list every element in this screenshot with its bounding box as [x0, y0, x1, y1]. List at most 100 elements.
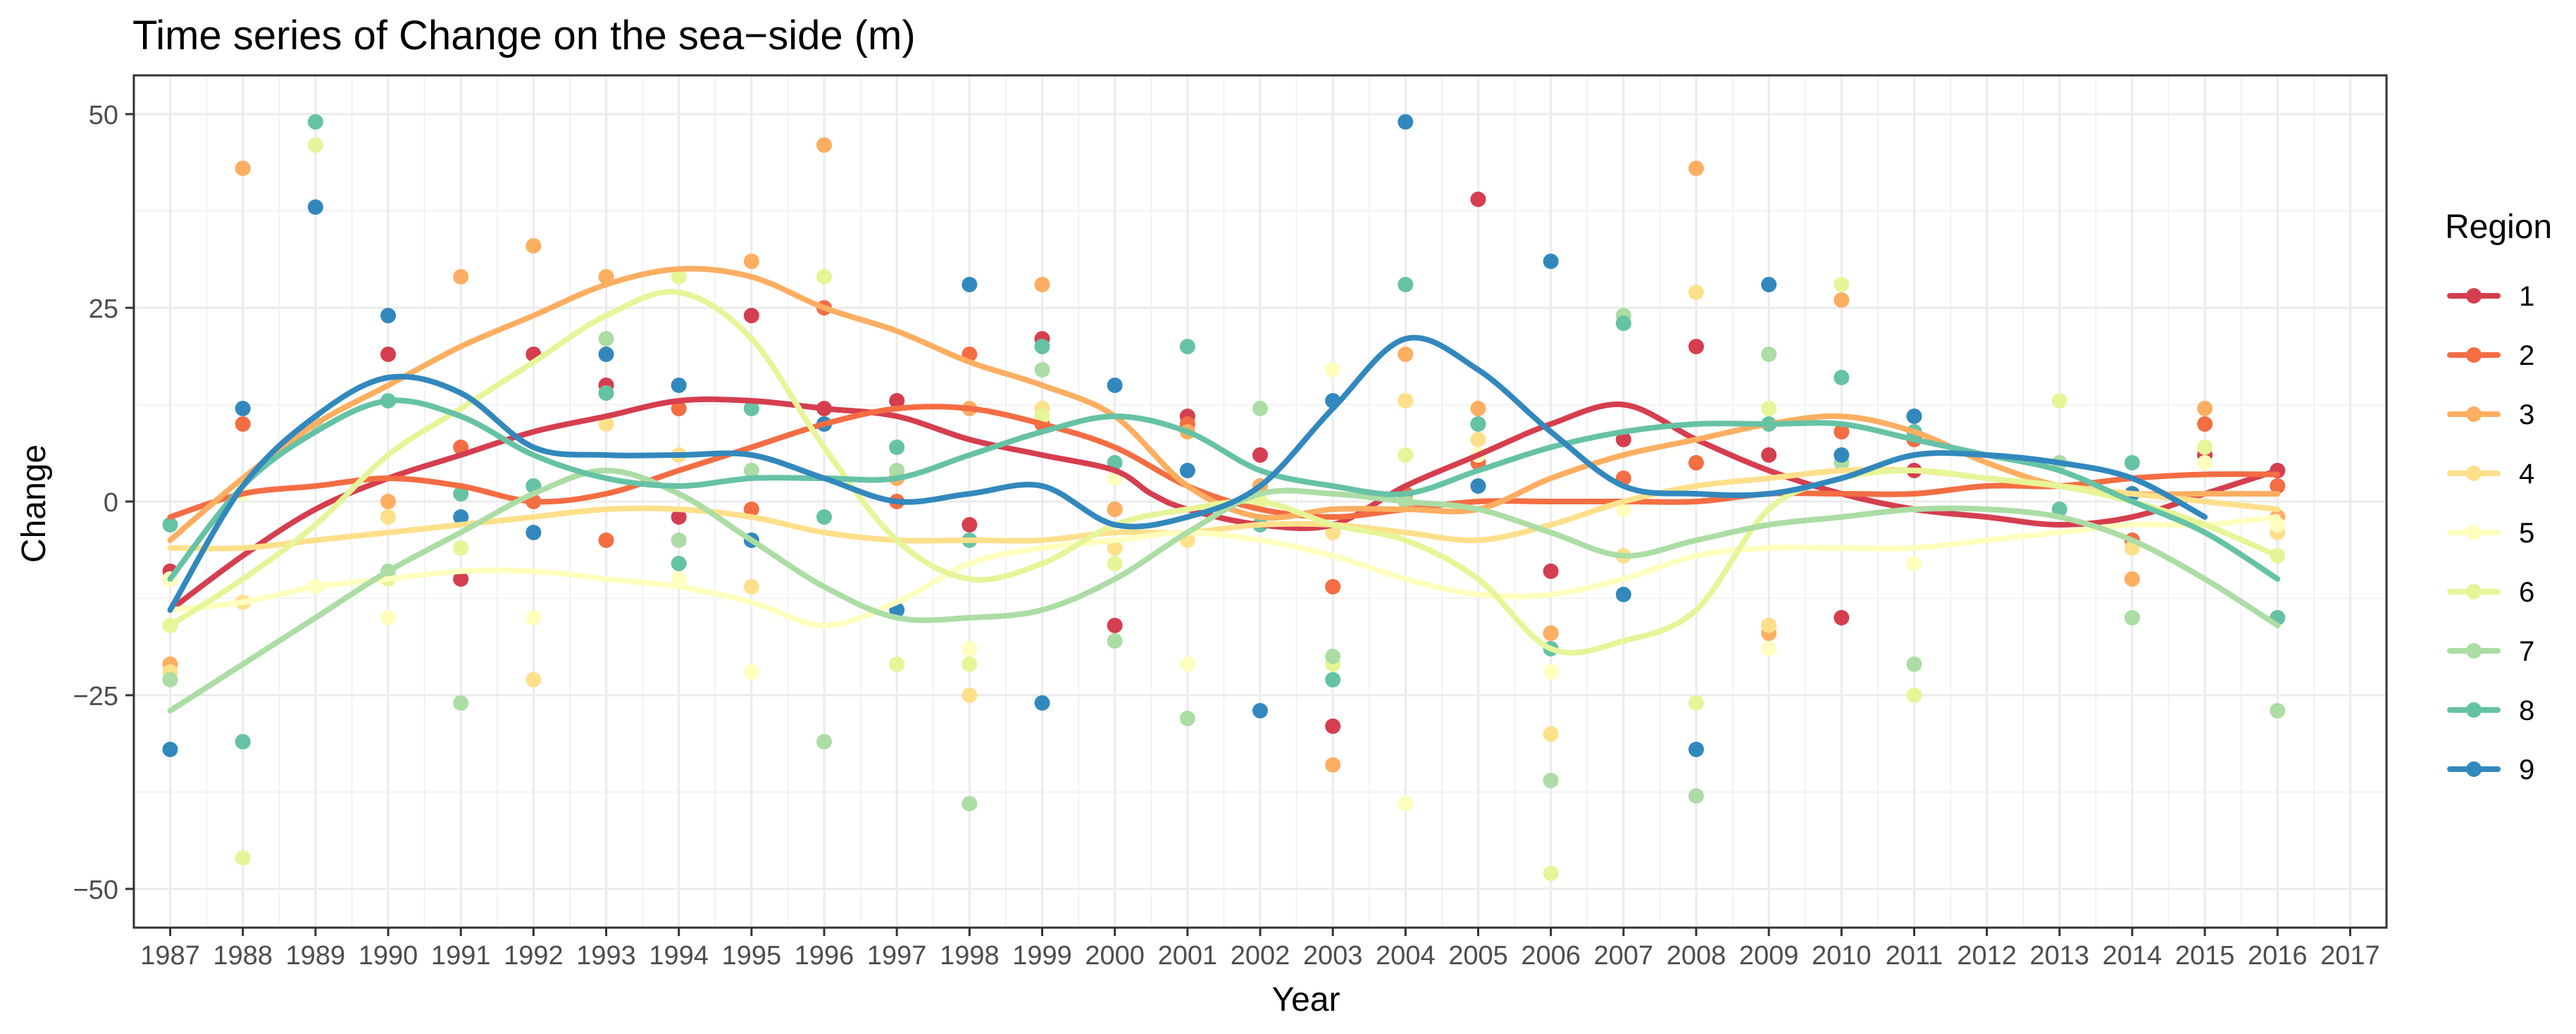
data-point-region-9 [1906, 409, 1922, 424]
data-point-region-3 [1034, 277, 1050, 292]
data-point-region-5 [2197, 455, 2213, 471]
data-point-region-6 [1398, 447, 1414, 463]
data-point-region-9 [1179, 463, 1195, 478]
data-point-region-1 [453, 571, 469, 587]
x-tick-label: 2017 [2320, 941, 2380, 971]
data-point-region-8 [1615, 316, 1631, 331]
data-point-region-7 [453, 695, 469, 711]
legend-key-point [2466, 525, 2482, 540]
data-point-region-9 [1688, 742, 1704, 757]
x-tick-label: 1992 [504, 941, 564, 971]
data-point-region-3 [1688, 161, 1704, 176]
y-tick-label: −25 [73, 682, 118, 711]
data-point-region-6 [1761, 401, 1777, 416]
data-point-region-1 [1615, 432, 1631, 447]
x-tick-label: 1991 [431, 941, 491, 971]
data-point-region-5 [2270, 517, 2286, 532]
data-point-region-6 [1543, 866, 1559, 881]
data-point-region-8 [1179, 339, 1195, 354]
legend-label: 6 [2519, 577, 2534, 608]
data-point-region-8 [671, 556, 687, 571]
data-point-region-5 [1179, 656, 1195, 672]
data-point-region-6 [307, 137, 323, 153]
data-point-region-8 [743, 401, 759, 416]
legend-key-point [2466, 406, 2482, 422]
data-point-region-7 [1688, 788, 1704, 804]
data-point-region-1 [380, 347, 397, 362]
y-tick-label: 25 [89, 294, 118, 324]
data-point-region-9 [671, 378, 687, 393]
data-point-region-5 [1761, 641, 1777, 656]
x-tick-label: 1995 [722, 941, 782, 971]
data-point-region-9 [1834, 447, 1850, 463]
data-point-region-3 [743, 254, 759, 269]
legend-title: Region [2445, 208, 2552, 246]
data-point-region-3 [1470, 401, 1486, 416]
data-point-region-5 [380, 610, 397, 625]
data-point-region-4 [1325, 525, 1341, 540]
data-point-region-3 [2124, 571, 2140, 587]
data-point-region-1 [1252, 447, 1268, 463]
data-point-region-7 [1325, 649, 1341, 664]
legend-label: 2 [2519, 340, 2534, 371]
data-point-region-9 [598, 347, 614, 362]
x-tick-label: 2008 [1667, 941, 1726, 971]
data-point-region-3 [453, 269, 469, 285]
x-tick-label: 1987 [140, 941, 200, 971]
x-tick-label: 1996 [795, 941, 854, 971]
legend-key-point [2466, 466, 2482, 481]
x-tick-label: 1989 [286, 941, 346, 971]
data-point-region-5 [1325, 362, 1341, 378]
legend-key-point [2466, 288, 2482, 304]
data-point-region-7 [889, 463, 905, 478]
data-point-region-6 [671, 269, 687, 285]
data-point-region-1 [1688, 339, 1704, 354]
data-point-region-6 [2051, 393, 2067, 409]
y-tick-label: −50 [73, 876, 118, 905]
legend-key-point [2466, 702, 2482, 718]
data-point-region-9 [235, 401, 251, 416]
data-point-region-5 [962, 641, 978, 656]
data-point-region-9 [162, 742, 178, 757]
data-point-region-7 [962, 796, 978, 811]
data-point-region-7 [1543, 773, 1559, 788]
data-point-region-9 [1034, 695, 1050, 711]
data-point-region-9 [307, 199, 323, 215]
x-tick-label: 2007 [1594, 941, 1654, 971]
data-point-region-5 [743, 664, 759, 680]
x-tick-label: 1997 [867, 941, 927, 971]
data-point-region-1 [1834, 610, 1850, 625]
legend-label: 9 [2519, 754, 2534, 785]
x-tick-label: 2003 [1303, 941, 1363, 971]
data-point-region-9 [1615, 587, 1631, 602]
legend-label: 3 [2519, 399, 2534, 430]
data-point-region-1 [889, 393, 905, 409]
legend-key-point [2466, 584, 2482, 599]
data-point-region-1 [1107, 618, 1123, 633]
data-point-region-3 [2197, 401, 2213, 416]
data-point-region-8 [2051, 502, 2067, 517]
x-axis-label: Year [1272, 981, 1340, 1019]
y-tick-label: 50 [89, 101, 118, 130]
x-tick-label: 2006 [1521, 941, 1581, 971]
data-point-region-9 [453, 509, 469, 525]
x-tick-label: 2013 [2030, 941, 2090, 971]
data-point-region-2 [2197, 416, 2213, 432]
data-point-region-2 [1325, 579, 1341, 594]
data-point-region-1 [962, 517, 978, 532]
data-point-region-9 [525, 525, 542, 540]
x-tick-label: 1999 [1012, 941, 1072, 971]
data-point-region-5 [1543, 664, 1559, 680]
data-point-region-1 [1761, 447, 1777, 463]
data-point-region-4 [380, 509, 397, 525]
data-point-region-8 [453, 486, 469, 502]
data-point-region-7 [1179, 711, 1195, 726]
data-point-region-9 [1398, 114, 1414, 130]
data-point-region-7 [816, 734, 833, 749]
data-point-region-4 [743, 579, 759, 594]
data-point-region-3 [235, 161, 251, 176]
x-tick-label: 2012 [1957, 941, 2017, 971]
data-point-region-3 [1543, 625, 1559, 641]
data-point-region-8 [598, 385, 614, 401]
